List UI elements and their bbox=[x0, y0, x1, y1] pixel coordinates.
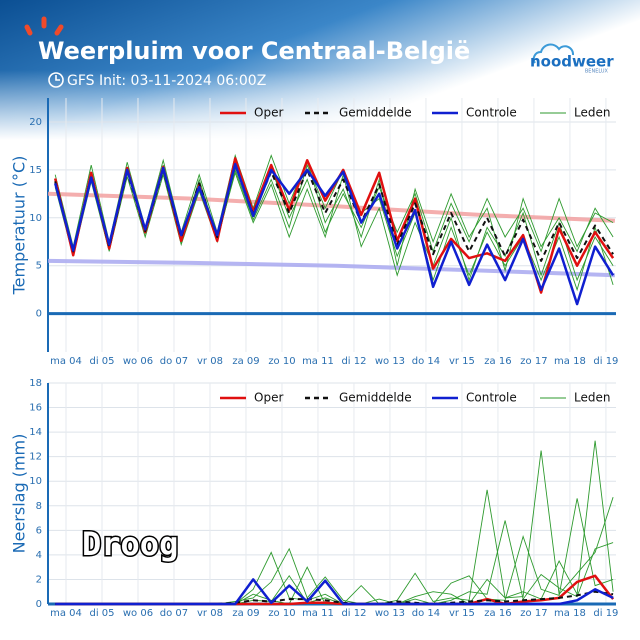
annotation: Droog bbox=[82, 525, 178, 563]
y-tick-label: 4 bbox=[36, 550, 42, 561]
legend-label: Gemiddelde bbox=[339, 391, 412, 405]
legend-label: Leden bbox=[574, 391, 610, 405]
x-tick-label: zo 10 bbox=[268, 608, 295, 619]
x-tick-label: vr 08 bbox=[197, 608, 223, 619]
legend-label: Leden bbox=[574, 106, 610, 120]
y-tick-label: 12 bbox=[29, 452, 42, 463]
y-axis-label: Temperatuur (°C) bbox=[10, 156, 29, 296]
x-tick-label: za 09 bbox=[232, 356, 259, 367]
legend-label: Gemiddelde bbox=[339, 106, 412, 120]
x-tick-label: wo 06 bbox=[123, 356, 153, 367]
series-line bbox=[53, 162, 615, 306]
y-tick-label: 14 bbox=[29, 427, 42, 438]
x-tick-label: di 12 bbox=[341, 356, 366, 367]
y-tick-label: 8 bbox=[36, 501, 42, 512]
x-tick-label: do 14 bbox=[412, 356, 440, 367]
x-tick-label: ma 11 bbox=[302, 356, 334, 367]
logo-sub: BENELUX bbox=[585, 69, 609, 75]
x-tick-label: do 07 bbox=[160, 608, 188, 619]
logo-icon bbox=[532, 43, 575, 64]
y-tick-label: 18 bbox=[29, 378, 42, 389]
normal-line bbox=[47, 258, 615, 278]
y-tick-label: 16 bbox=[29, 403, 42, 414]
y-tick-label: 0 bbox=[36, 309, 42, 320]
x-tick-label: zo 17 bbox=[520, 356, 547, 367]
legend-label: Controle bbox=[466, 391, 517, 405]
x-tick-label: ma 04 bbox=[50, 356, 82, 367]
legend-label: Oper bbox=[254, 106, 283, 120]
y-tick-label: 15 bbox=[29, 165, 42, 176]
x-tick-label: zo 10 bbox=[268, 356, 295, 367]
y-tick-label: 5 bbox=[36, 261, 42, 272]
header-fade bbox=[0, 70, 640, 140]
sun-icon bbox=[24, 16, 64, 36]
x-tick-label: do 14 bbox=[412, 608, 440, 619]
clock-icon bbox=[48, 72, 64, 88]
x-tick-label: vr 08 bbox=[197, 356, 223, 367]
x-tick-label: ma 04 bbox=[50, 608, 82, 619]
x-tick-label: di 19 bbox=[593, 608, 618, 619]
y-axis-label: Neerslag (mm) bbox=[10, 434, 29, 554]
x-tick-label: ma 18 bbox=[554, 608, 586, 619]
x-tick-label: ma 18 bbox=[554, 356, 586, 367]
subtitle: GFS Init: 03-11-2024 06:00Z bbox=[67, 73, 266, 89]
x-tick-label: wo 06 bbox=[123, 608, 153, 619]
x-tick-label: za 16 bbox=[484, 356, 511, 367]
legend-label: Controle bbox=[466, 106, 517, 120]
chart: 0 5 10 15 20 ma 04 di 05 wo 06 do 07 vr 08 za 09 zo… bbox=[10, 98, 618, 367]
x-tick-label: za 16 bbox=[484, 608, 511, 619]
x-tick-label: di 05 bbox=[89, 356, 114, 367]
y-tick-label: 6 bbox=[36, 525, 42, 536]
x-tick-label: do 07 bbox=[160, 356, 188, 367]
x-tick-label: za 09 bbox=[232, 608, 259, 619]
logo: noodweer bbox=[530, 53, 614, 71]
x-tick-label: di 19 bbox=[593, 356, 618, 367]
y-tick-label: 10 bbox=[29, 213, 42, 224]
y-tick-label: 10 bbox=[29, 476, 42, 487]
x-tick-label: di 05 bbox=[89, 608, 114, 619]
x-tick-label: zo 17 bbox=[520, 608, 547, 619]
x-tick-label: vr 15 bbox=[449, 356, 475, 367]
series-line bbox=[55, 578, 614, 606]
y-tick-label: 0 bbox=[36, 599, 42, 610]
x-tick-label: wo 13 bbox=[375, 608, 405, 619]
member-line bbox=[54, 163, 614, 292]
x-tick-label: di 12 bbox=[341, 608, 366, 619]
x-tick-label: ma 11 bbox=[302, 608, 334, 619]
chart: 0 2 4 6 8 10 12 14 16 18 ma 04 di 05 wo 06 do 07 vr 08… bbox=[10, 378, 619, 619]
x-tick-label: vr 15 bbox=[449, 608, 475, 619]
x-tick-label: wo 13 bbox=[375, 356, 405, 367]
legend-label: Oper bbox=[254, 391, 283, 405]
title: Weerpluim voor Centraal-België bbox=[38, 37, 470, 65]
normal-line bbox=[47, 191, 615, 223]
y-tick-label: 2 bbox=[36, 574, 42, 585]
y-tick-label: 20 bbox=[29, 117, 42, 128]
